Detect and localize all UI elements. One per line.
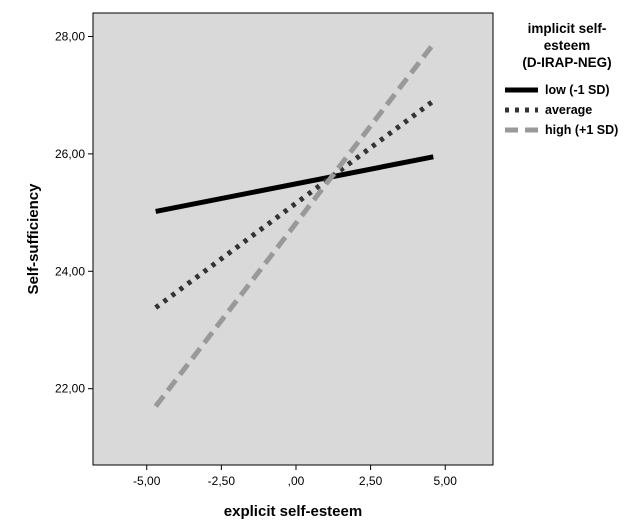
legend: implicit self- esteem (D-IRAP-NEG) low (… [505,21,618,137]
y-tick-label: 28,00 [55,29,85,43]
x-tick-label: -5,00 [133,474,161,488]
x-axis-title: explicit self-esteem [224,503,362,520]
legend-label-3: high (+1 SD) [545,123,618,137]
legend-title-line-3: (D-IRAP-NEG) [522,55,611,70]
y-tick-label: 26,00 [55,147,85,161]
legend-entries: low (-1 SD) average high (+1 SD) [505,83,618,137]
y-tick-label: 22,00 [55,382,85,396]
y-tick-label: 24,00 [55,264,85,278]
x-tick-label: -2,50 [208,474,236,488]
x-tick-label: 5,00 [434,474,458,488]
legend-label-1: low (-1 SD) [545,83,610,97]
series-line-3 [153,42,436,408]
legend-title-line-1: implicit self- [528,21,607,36]
series-line-2 [154,99,435,310]
series-line-1 [155,154,434,214]
y-axis-title: Self-sufficiency [25,183,42,295]
legend-label-2: average [545,103,592,117]
x-tick-label: ,00 [288,474,305,488]
x-tick-label: 2,50 [359,474,383,488]
x-axis: -5,00 -2,50 ,00 2,50 5,00 [133,465,457,488]
series-lines [153,42,436,408]
y-axis: 22,00 24,00 26,00 28,00 [55,29,93,396]
plot-area [92,12,494,466]
legend-title-line-2: esteem [544,38,591,53]
